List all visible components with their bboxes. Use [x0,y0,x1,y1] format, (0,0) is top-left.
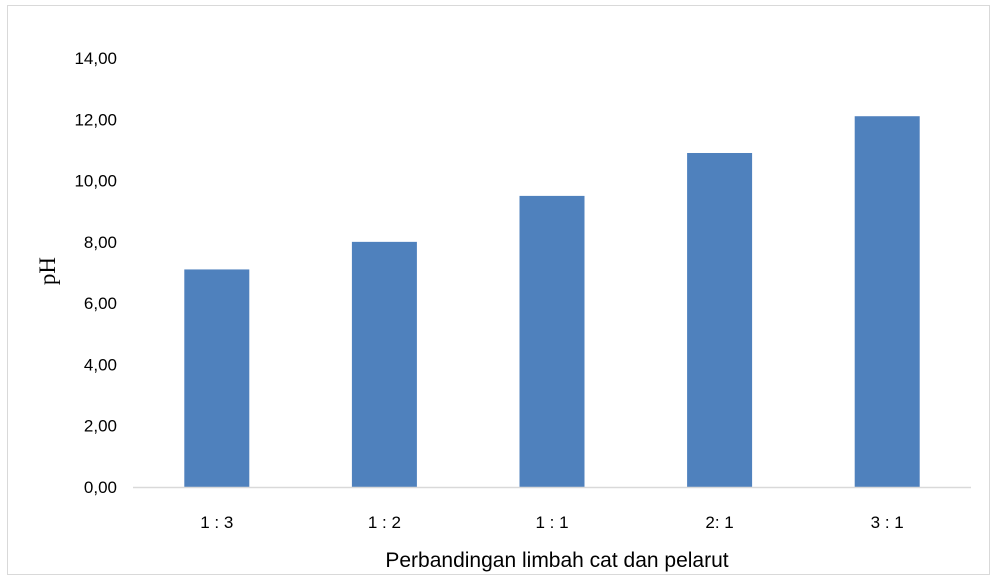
bar [519,195,585,487]
y-tick-label: 10,00 [74,172,117,191]
y-tick-label: 14,00 [74,49,117,68]
x-tick-label: 1 : 3 [200,513,233,532]
bars [184,116,920,487]
y-tick-label: 0,00 [84,478,117,497]
x-tick-label: 2: 1 [705,513,733,532]
x-tick-label: 1 : 2 [368,513,401,532]
x-axis-title: Perbandingan limbah cat dan pelarut [385,549,728,572]
y-tick-label: 4,00 [84,355,117,374]
y-tick-label: 12,00 [74,110,117,129]
x-tick-label: 1 : 1 [535,513,568,532]
bar [184,269,250,487]
y-tick-label: 6,00 [84,294,117,313]
y-tick-label: 2,00 [84,417,117,436]
bar [854,116,920,487]
bar [687,152,753,487]
y-tick-label: 8,00 [84,233,117,252]
x-axis-ticks: 1 : 3 1 : 2 1 : 1 2: 1 3 : 1 [200,513,903,532]
y-axis-ticks: 0,00 2,00 4,00 6,00 8,00 10,00 12,00 14,00 [74,49,117,497]
x-tick-label: 3 : 1 [871,513,904,532]
bar [351,241,417,487]
y-axis-title: pH [35,257,60,285]
chart-frame [7,5,990,575]
